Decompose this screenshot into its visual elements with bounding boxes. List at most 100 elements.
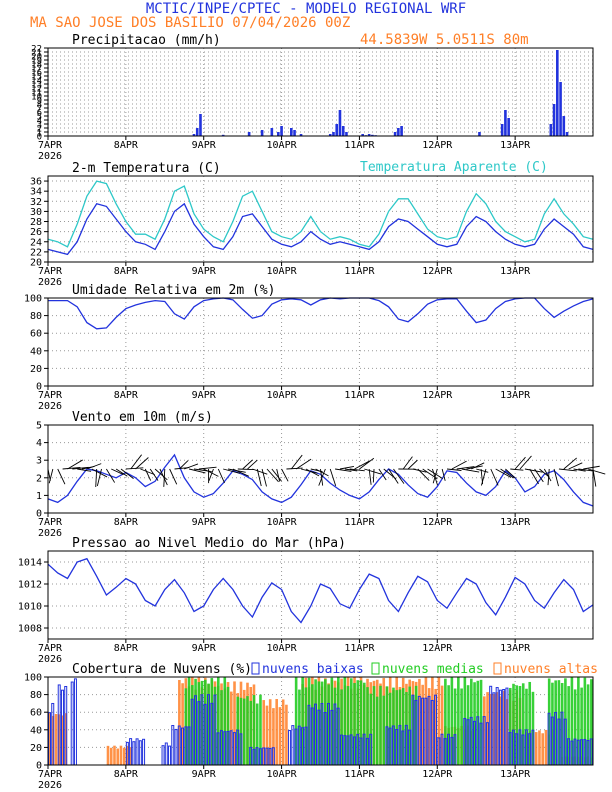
cloud-bar-nuvens-baixas — [135, 738, 139, 766]
x-tick-label: 8APR — [114, 643, 139, 654]
x-tick-label: 13APR — [500, 517, 531, 528]
x-year-label: 2026 — [38, 654, 62, 665]
cloud-bar-nuvens-medias — [333, 687, 337, 765]
cloud-bar-nuvens-medias — [207, 683, 210, 765]
panels: 0123456789101112131415161718192021227APR… — [18, 33, 606, 791]
cloud-bar-nuvens-medias — [401, 688, 405, 765]
series-line-1 — [47, 202, 594, 256]
precip-bar — [328, 134, 332, 136]
x-tick-label: 7APR — [38, 643, 63, 654]
precip-bar — [277, 132, 280, 136]
wind-arrow — [563, 457, 577, 470]
cloud-bar-nuvens-baixas — [73, 678, 77, 766]
wind-arrow — [305, 468, 320, 477]
wind-arrow — [223, 468, 240, 474]
y-tick-label: 22 — [31, 45, 42, 55]
cloud-bar-nuvens-altas — [486, 692, 489, 765]
y-tick-label: 2 — [37, 125, 42, 135]
y-tick-label: 3 — [36, 456, 42, 467]
wind-arrow — [67, 459, 83, 470]
wind-arrow — [364, 468, 382, 475]
wind-arrow — [276, 468, 281, 482]
y-tick-label: 30 — [30, 207, 42, 218]
cloud-bar-nuvens-medias — [298, 689, 301, 765]
panel-frame — [47, 47, 594, 137]
cloud-bar-nuvens-medias — [473, 682, 476, 765]
y-tick-label: 4 — [37, 117, 42, 127]
cloud-bar-nuvens-altas — [505, 699, 509, 765]
cloud-bar-nuvens-altas — [499, 696, 502, 765]
cloud-bar-nuvens-medias — [577, 677, 580, 765]
cloud-bar-nuvens-medias — [330, 677, 334, 765]
wind-arrow — [500, 468, 515, 479]
cloud-bar-nuvens-baixas — [132, 741, 136, 766]
wind-arrow — [349, 468, 365, 472]
wind-arrow — [441, 468, 446, 481]
cloud-bar-nuvens-medias — [340, 689, 343, 765]
y-tick-label: 0 — [37, 133, 42, 143]
panel-frame — [47, 676, 594, 766]
cloud-bar-nuvens-altas — [233, 681, 236, 765]
wind-arrow — [432, 468, 438, 484]
cloud-bar-nuvens-altas — [122, 747, 126, 765]
cloud-bar-nuvens-medias — [375, 696, 379, 765]
wind-arrow — [339, 465, 355, 470]
cloud-bar-nuvens-medias — [567, 686, 570, 765]
precip-bar — [478, 132, 481, 136]
cloud-bar-nuvens-altas — [489, 694, 493, 765]
x-tick-label: 8APR — [114, 266, 139, 277]
cloud-bar-nuvens-baixas — [138, 740, 142, 766]
cloud-bar-nuvens-altas — [129, 747, 133, 765]
cloud-bar-nuvens-altas — [278, 707, 282, 765]
legend-swatch-2 — [371, 662, 380, 675]
x-tick-label: 8APR — [114, 517, 139, 528]
x-tick-label: 10APR — [267, 266, 298, 277]
precip-bar — [562, 116, 566, 136]
cloud-bar-nuvens-medias — [460, 688, 463, 765]
panel-title: Umidade Relativa em 2m (%) — [72, 283, 276, 298]
y-tick-label: 1012 — [18, 580, 42, 591]
wind-arrow — [588, 468, 606, 475]
precip-bar — [345, 132, 348, 136]
wind-arrow — [471, 462, 485, 470]
x-tick-label: 9APR — [192, 140, 217, 151]
precip-bar — [565, 132, 569, 136]
precip-bar — [338, 110, 342, 136]
cloud-bar-nuvens-altas — [181, 683, 184, 765]
cloud-bar-nuvens-medias — [311, 684, 314, 765]
wind-arrow — [519, 455, 532, 470]
wind-arrow — [48, 468, 54, 484]
cloud-bar-nuvens-medias — [444, 678, 447, 765]
cloud-bar-nuvens-altas — [541, 733, 544, 765]
cloud-bar-nuvens-medias — [395, 690, 399, 765]
cloud-bar-nuvens-medias — [226, 686, 230, 765]
cloud-bar-nuvens-medias — [564, 678, 567, 765]
precip-bar — [397, 128, 400, 136]
precip-bar — [367, 134, 371, 136]
cloud-bar-nuvens-medias — [320, 681, 324, 765]
cloud-bar-nuvens-altas — [51, 715, 55, 765]
wind-arrow — [558, 468, 577, 472]
cloud-bar-nuvens-altas — [492, 694, 496, 765]
wind-arrow — [261, 468, 267, 487]
y-tick-label: 14 — [31, 77, 42, 87]
legend-swatch-1 — [251, 662, 260, 675]
y-tick-label: 20 — [30, 258, 42, 269]
x-tick-label: 7APR — [38, 266, 63, 277]
precip-bar — [371, 134, 374, 136]
panel-frame — [47, 550, 594, 640]
precip-bar — [393, 132, 397, 136]
y-tick-label: 20 — [30, 743, 42, 754]
panel-5: 1008 1010 1012 1014 7APR 8APR 9APR 10APR 11APR 12… — [18, 536, 594, 665]
wind-arrow — [547, 468, 550, 486]
precip-bar — [335, 124, 339, 136]
cloud-bar-nuvens-medias — [551, 682, 554, 765]
cloud-bar-nuvens-medias — [324, 679, 327, 765]
cloud-bar-nuvens-medias — [317, 681, 321, 765]
cloud-bar-nuvens-medias — [512, 683, 515, 765]
series-line-1 — [48, 297, 594, 330]
panel-4: 0 1 2 3 4 5 7APR 8APR 9APR 10APR 11APR 12APR 13APR 20… — [36, 410, 606, 539]
wind-arrow — [169, 468, 178, 485]
panel-title: Pressao ao Nivel Medio do Mar (hPa) — [72, 536, 346, 551]
